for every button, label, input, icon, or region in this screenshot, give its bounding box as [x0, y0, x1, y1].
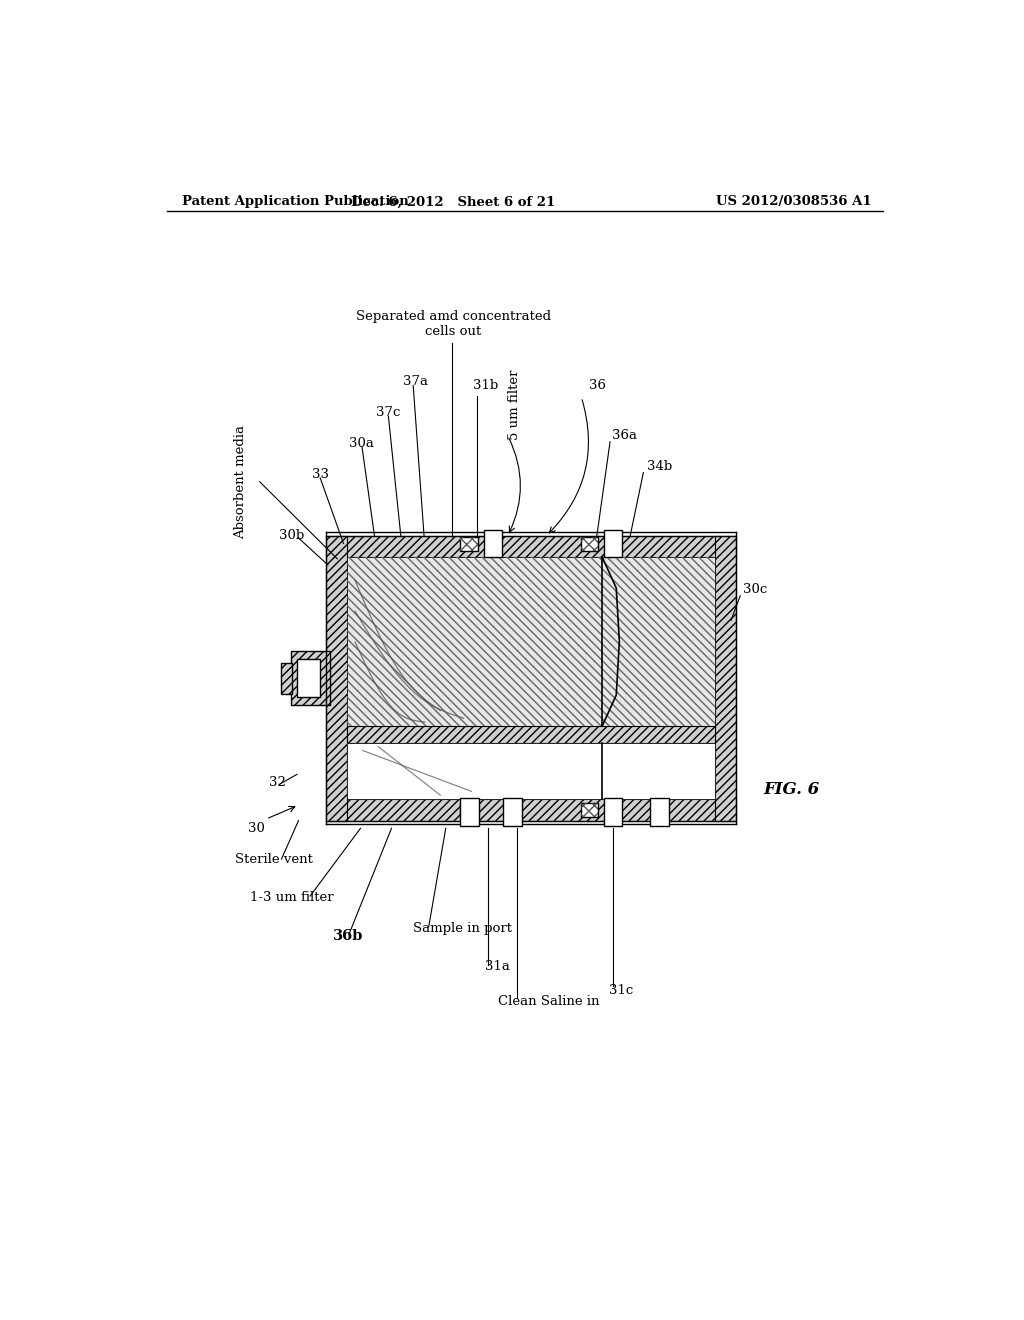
Bar — [581, 537, 598, 552]
Bar — [715, 536, 736, 821]
Text: 30c: 30c — [742, 583, 767, 597]
Text: Dec. 6, 2012   Sheet 6 of 21: Dec. 6, 2012 Sheet 6 of 21 — [351, 195, 556, 209]
Bar — [347, 743, 715, 799]
Text: 37c: 37c — [376, 407, 400, 418]
Bar — [326, 536, 736, 557]
Bar — [347, 557, 715, 726]
Bar — [461, 537, 477, 552]
Text: 36: 36 — [589, 379, 606, 392]
Text: Sample in port: Sample in port — [414, 921, 512, 935]
Bar — [581, 803, 598, 817]
Bar — [326, 536, 347, 821]
Text: 34b: 34b — [647, 459, 673, 473]
Text: Patent Application Publication: Patent Application Publication — [182, 195, 409, 209]
Bar — [503, 797, 521, 826]
Bar — [291, 651, 330, 705]
Bar — [604, 531, 623, 557]
Bar — [650, 797, 669, 826]
Text: 33: 33 — [311, 467, 329, 480]
Text: 31b: 31b — [473, 379, 498, 392]
Bar — [581, 537, 598, 552]
Bar — [347, 557, 715, 726]
Text: 30: 30 — [248, 822, 265, 834]
Text: 30b: 30b — [280, 529, 304, 543]
Text: 5 um filter: 5 um filter — [508, 370, 521, 440]
Bar — [326, 799, 736, 821]
Text: Clean Saline in: Clean Saline in — [499, 995, 600, 1008]
Text: Separated amd concentrated
cells out: Separated amd concentrated cells out — [356, 310, 551, 338]
Text: 36a: 36a — [612, 429, 637, 442]
Text: Absorbent media: Absorbent media — [233, 425, 247, 539]
Bar — [461, 537, 477, 552]
Text: Sterile vent: Sterile vent — [234, 853, 312, 866]
Bar — [483, 531, 503, 557]
Text: 30a: 30a — [349, 437, 374, 450]
Bar — [297, 659, 321, 697]
Bar — [604, 797, 623, 826]
Text: US 2012/0308536 A1: US 2012/0308536 A1 — [717, 195, 872, 209]
Bar — [282, 663, 292, 693]
Text: 32: 32 — [269, 776, 286, 788]
Text: 31c: 31c — [608, 983, 633, 997]
Text: 37a: 37a — [403, 375, 428, 388]
Bar — [461, 803, 477, 817]
Text: 31a: 31a — [484, 961, 509, 973]
Text: FIG. 6: FIG. 6 — [764, 781, 820, 799]
Bar — [581, 803, 598, 817]
Bar — [461, 803, 477, 817]
Text: 1-3 um filter: 1-3 um filter — [251, 891, 334, 904]
Text: 36b: 36b — [334, 929, 364, 942]
Bar — [461, 797, 479, 826]
Bar — [347, 726, 715, 743]
